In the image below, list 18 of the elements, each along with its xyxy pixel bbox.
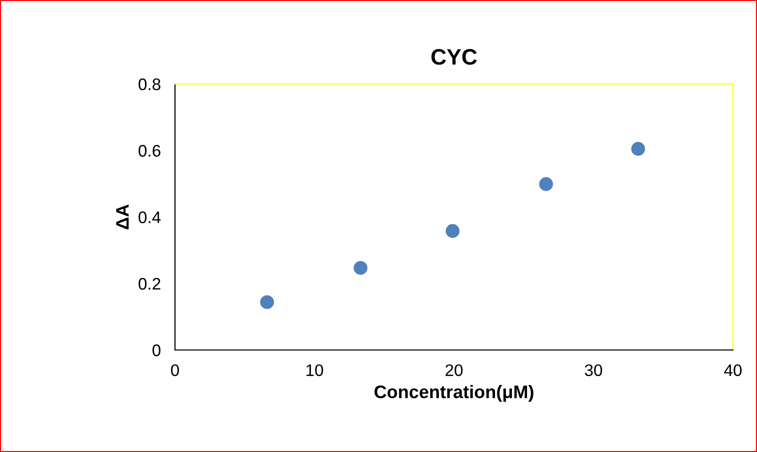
y-tick-label: 0.6 [138, 144, 160, 157]
point [446, 224, 460, 238]
x-tick-label: 0 [171, 364, 179, 376]
x-tick-label: 40 [724, 364, 742, 376]
x-axis-title: Concentration(μM) [374, 384, 534, 402]
y-tick-label: 0 [152, 344, 160, 356]
x-tick-label: 30 [584, 364, 602, 376]
y-tick-label: 0.2 [138, 278, 160, 290]
point [260, 295, 274, 310]
y-tick-label: 0.4 [138, 211, 161, 224]
point [354, 260, 368, 275]
y-tick-label: 0.8 [138, 78, 160, 90]
chart-title: CYC [431, 49, 477, 65]
x-tick-label: 20 [446, 364, 463, 376]
y-axis-title: ΔA [116, 204, 129, 230]
point [539, 177, 553, 191]
point [631, 142, 646, 156]
x-tick-label: 10 [306, 364, 324, 376]
